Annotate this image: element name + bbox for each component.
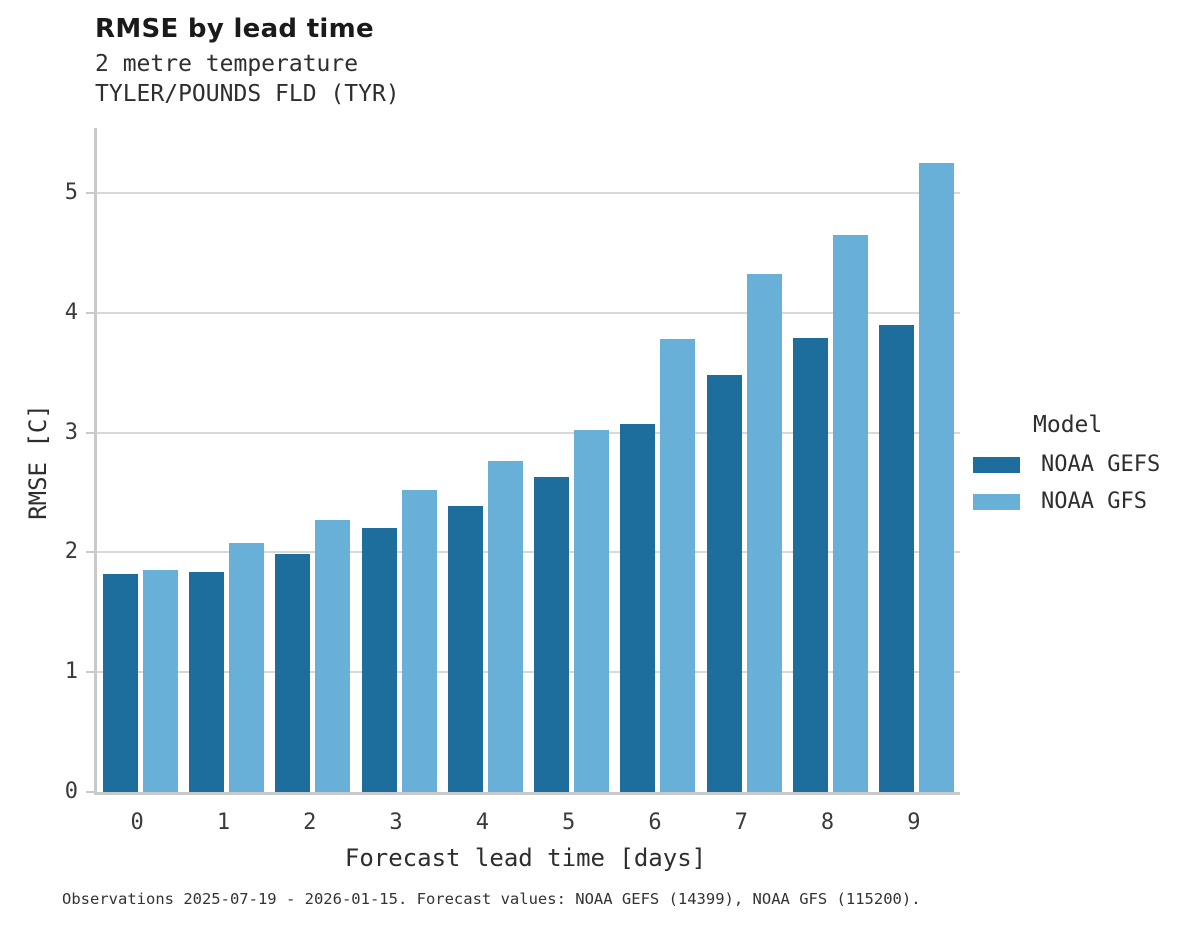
y-tick-mark-5 xyxy=(86,192,94,194)
bar-noaa-gefs-day-5 xyxy=(534,476,570,792)
x-tick-label-7: 7 xyxy=(734,810,748,835)
bar-noaa-gefs-day-9 xyxy=(879,324,915,792)
bar-noaa-gfs-day-7 xyxy=(746,274,782,792)
bar-row xyxy=(97,128,960,792)
y-tick-mark-0 xyxy=(86,791,94,793)
y-tick-mark-4 xyxy=(86,311,94,314)
bar-noaa-gefs-day-4 xyxy=(447,505,483,792)
x-tick-label-6: 6 xyxy=(648,810,662,835)
bar-group-day-9 xyxy=(874,128,960,792)
y-tick-label-4: 4 xyxy=(64,299,78,325)
legend-label-noaa-gefs: NOAA GEFS xyxy=(1041,452,1161,477)
legend-item-noaa-gefs: NOAA GEFS xyxy=(973,452,1195,477)
y-tick-label-0: 0 xyxy=(64,779,78,804)
gridline-y-1 xyxy=(97,671,960,674)
gridline-y-4 xyxy=(97,311,960,314)
y-tick-label-5: 5 xyxy=(64,180,78,205)
bar-group-day-7 xyxy=(701,128,787,792)
bar-noaa-gfs-day-5 xyxy=(574,430,610,792)
bar-noaa-gfs-day-8 xyxy=(833,234,869,792)
y-tick-mark-3 xyxy=(86,431,94,434)
bar-noaa-gfs-day-0 xyxy=(142,570,178,792)
gridline-y-5 xyxy=(97,192,960,194)
x-axis-title: Forecast lead time [days] xyxy=(344,844,707,872)
gridline-y-3 xyxy=(97,431,960,434)
x-tick-label-1: 1 xyxy=(216,810,231,835)
plot-area xyxy=(94,128,960,795)
legend-item-noaa-gfs: NOAA GFS xyxy=(973,489,1195,514)
chart-subtitle-station: TYLER/POUNDS FLD (TYR) xyxy=(95,81,400,107)
bar-noaa-gefs-day-2 xyxy=(275,553,311,792)
bar-noaa-gfs-day-6 xyxy=(660,339,696,792)
x-tick-label-3: 3 xyxy=(389,810,403,835)
gridline-y-2 xyxy=(97,551,960,554)
bar-group-day-1 xyxy=(183,128,269,792)
bar-group-day-5 xyxy=(528,128,614,792)
x-tick-label-0: 0 xyxy=(130,810,144,835)
caption-observations: Observations 2025-07-19 - 2026-01-15. Fo… xyxy=(62,890,921,908)
bar-noaa-gefs-day-1 xyxy=(188,571,224,792)
bar-group-day-4 xyxy=(442,128,528,792)
bar-group-day-0 xyxy=(97,128,183,792)
bar-group-day-6 xyxy=(615,128,701,792)
bar-noaa-gfs-day-1 xyxy=(228,542,264,792)
bar-noaa-gfs-day-9 xyxy=(919,163,955,792)
bar-noaa-gfs-day-3 xyxy=(401,490,437,792)
y-tick-mark-1 xyxy=(86,671,94,674)
y-tick-mark-2 xyxy=(86,551,94,554)
bar-noaa-gefs-day-6 xyxy=(620,424,656,792)
bar-group-day-3 xyxy=(356,128,442,792)
y-tick-label-2: 2 xyxy=(64,539,78,565)
legend-swatch-noaa-gfs xyxy=(973,493,1020,510)
x-tick-label-9: 9 xyxy=(907,810,921,835)
x-tick-label-2: 2 xyxy=(303,810,317,835)
legend-label-noaa-gfs: NOAA GFS xyxy=(1041,489,1147,514)
x-tick-label-5: 5 xyxy=(562,810,576,835)
bar-noaa-gefs-day-0 xyxy=(102,573,138,792)
y-tick-label-3: 3 xyxy=(64,419,78,445)
chart-subtitle-variable: 2 metre temperature xyxy=(95,51,359,77)
y-tick-label-1: 1 xyxy=(64,659,78,685)
bar-noaa-gefs-day-3 xyxy=(361,528,397,792)
chart-title: RMSE by lead time xyxy=(95,14,374,44)
legend-title: Model xyxy=(1033,412,1103,438)
x-tick-label-8: 8 xyxy=(820,810,835,835)
bar-noaa-gefs-day-8 xyxy=(793,337,829,792)
legend: Model NOAA GEFS NOAA GFS xyxy=(973,412,1195,514)
bar-noaa-gfs-day-4 xyxy=(487,461,523,792)
bar-group-day-8 xyxy=(787,128,873,792)
y-axis-title: RMSE [C] xyxy=(24,404,52,520)
x-tick-label-4: 4 xyxy=(475,810,489,835)
bar-noaa-gfs-day-2 xyxy=(315,520,351,792)
bar-group-day-2 xyxy=(270,128,356,792)
legend-swatch-noaa-gefs xyxy=(973,456,1020,473)
bar-noaa-gefs-day-7 xyxy=(706,375,742,792)
